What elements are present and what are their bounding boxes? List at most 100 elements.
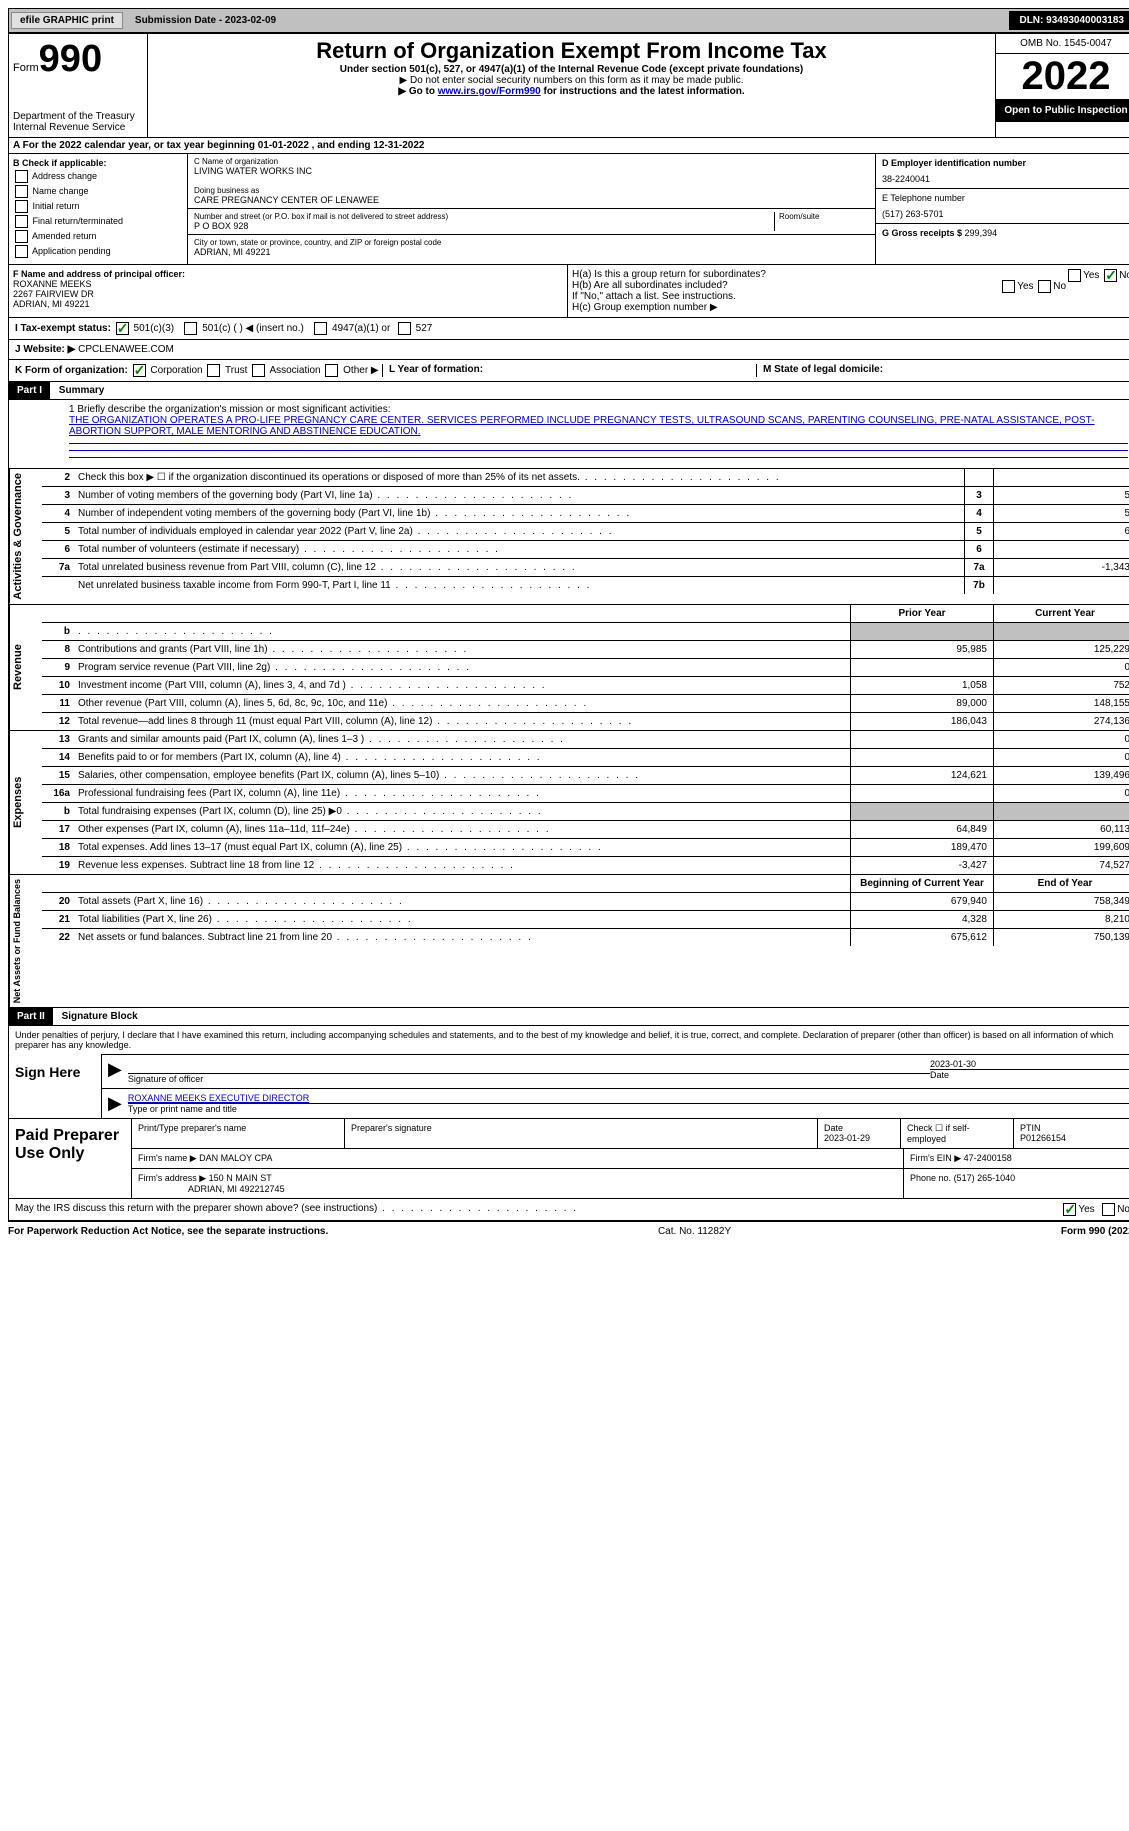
- netassets-tab: Net Assets or Fund Balances: [9, 875, 42, 1007]
- row-num: [42, 577, 74, 594]
- discuss-row: May the IRS discuss this return with the…: [8, 1199, 1129, 1221]
- sig-officer-line: ▶ Signature of officer 2023-01-30 Date: [102, 1054, 1129, 1088]
- row-label: Net unrelated business taxable income fr…: [74, 577, 964, 594]
- gross-label: G Gross receipts $: [882, 228, 965, 238]
- discuss-no-check[interactable]: [1102, 1203, 1115, 1216]
- discuss-text: May the IRS discuss this return with the…: [15, 1203, 578, 1216]
- row-num: 9: [42, 659, 74, 676]
- summary-row: 18 Total expenses. Add lines 13–17 (must…: [42, 838, 1129, 856]
- gross-value: 299,394: [965, 228, 998, 238]
- phone-value: (517) 263-5701: [882, 209, 1129, 219]
- row-current: 750,139: [993, 929, 1129, 946]
- check-assoc[interactable]: [252, 364, 265, 377]
- officer-name: ROXANNE MEEKS: [13, 279, 563, 289]
- check-trust[interactable]: [207, 364, 220, 377]
- activities-rows: 2 Check this box ▶ ☐ if the organization…: [42, 469, 1129, 604]
- arrow-icon: ▶: [108, 1059, 122, 1084]
- submission-date-label: Submission Date -: [135, 15, 225, 26]
- summary-row: 8 Contributions and grants (Part VIII, l…: [42, 640, 1129, 658]
- ptin-label: PTIN: [1020, 1123, 1041, 1133]
- check-4947[interactable]: [314, 322, 327, 335]
- check-corp[interactable]: [133, 364, 146, 377]
- dba-value: CARE PREGNANCY CENTER OF LENAWEE: [194, 195, 869, 205]
- row-num: 6: [42, 541, 74, 558]
- form-note1: ▶ Do not enter social security numbers o…: [152, 75, 991, 86]
- summary-row: 4 Number of independent voting members o…: [42, 504, 1129, 522]
- row-current: 0: [993, 731, 1129, 748]
- address-cell: Number and street (or P.O. box if mail i…: [188, 209, 875, 235]
- summary-row: 21 Total liabilities (Part X, line 26) 4…: [42, 910, 1129, 928]
- sig-officer-label: Signature of officer: [128, 1073, 930, 1084]
- opt-assoc: Association: [269, 365, 320, 376]
- k-label: K Form of organization:: [15, 365, 128, 376]
- sig-name-label: Type or print name and title: [128, 1103, 1129, 1114]
- row-current: 199,609: [993, 839, 1129, 856]
- netassets-section: Net Assets or Fund Balances Beginning of…: [8, 875, 1129, 1008]
- sig-name: ROXANNE MEEKS EXECUTIVE DIRECTOR: [128, 1093, 1129, 1103]
- row-label: Salaries, other compensation, employee b…: [74, 767, 850, 784]
- row-value: 5: [993, 505, 1129, 522]
- row-value: 6: [993, 523, 1129, 540]
- firm-city: ADRIAN, MI 492212745: [188, 1184, 285, 1194]
- row-prior: [850, 659, 993, 676]
- check-527[interactable]: [398, 322, 411, 335]
- paid-phone-label: Phone no.: [910, 1173, 951, 1183]
- ein-value: 38-2240041: [882, 174, 1129, 184]
- summary-row: 16a Professional fundraising fees (Part …: [42, 784, 1129, 802]
- sig-date-label: Date: [930, 1069, 1129, 1080]
- row-prior: [850, 785, 993, 802]
- column-b: B Check if applicable: Address change Na…: [9, 154, 188, 264]
- check-address-change[interactable]: Address change: [13, 170, 183, 183]
- row-current: 60,113: [993, 821, 1129, 838]
- opt-corp: Corporation: [150, 365, 202, 376]
- section-l: L Year of formation:: [382, 364, 756, 377]
- summary-row: 19 Revenue less expenses. Subtract line …: [42, 856, 1129, 874]
- row-prior: 1,058: [850, 677, 993, 694]
- check-other[interactable]: [325, 364, 338, 377]
- row-num: 20: [42, 893, 74, 910]
- row-value: [993, 469, 1129, 486]
- netassets-rows: Beginning of Current Year End of Year20 …: [42, 875, 1129, 1007]
- check-initial-return[interactable]: Initial return: [13, 200, 183, 213]
- check-amended[interactable]: Amended return: [13, 230, 183, 243]
- opt-527: 527: [416, 323, 433, 334]
- efile-print-button[interactable]: efile GRAPHIC print: [11, 12, 123, 29]
- irs-link[interactable]: www.irs.gov/Form990: [438, 86, 541, 97]
- row-num: 3: [42, 487, 74, 504]
- signature-block: Under penalties of perjury, I declare th…: [8, 1026, 1129, 1119]
- revenue-rows: Prior Year Current Yearb 8 Contributions…: [42, 605, 1129, 730]
- row-label: Total unrelated business revenue from Pa…: [74, 559, 964, 576]
- website-value: CPCLENAWEE.COM: [78, 344, 174, 355]
- row-num: 22: [42, 929, 74, 946]
- row-box: 4: [964, 505, 993, 522]
- row-label: Program service revenue (Part VIII, line…: [74, 659, 850, 676]
- info-grid: B Check if applicable: Address change Na…: [8, 154, 1129, 265]
- penalties-text: Under penalties of perjury, I declare th…: [9, 1026, 1129, 1054]
- row-label: Total liabilities (Part X, line 26): [74, 911, 850, 928]
- check-final-return[interactable]: Final return/terminated: [13, 215, 183, 228]
- form-header: Form990 Department of the Treasury Inter…: [8, 33, 1129, 138]
- row-value: 5: [993, 487, 1129, 504]
- section-h: H(a) Is this a group return for subordin…: [568, 265, 1129, 317]
- check-label: Application pending: [32, 246, 111, 256]
- submission-date: Submission Date - 2023-02-09: [127, 13, 284, 28]
- prep-sig-label: Preparer's signature: [345, 1119, 818, 1148]
- check-label: Final return/terminated: [33, 216, 124, 226]
- row-box: 7b: [964, 577, 993, 594]
- check-app-pending[interactable]: Application pending: [13, 245, 183, 258]
- row-num: 21: [42, 911, 74, 928]
- discuss-yes-check[interactable]: [1063, 1203, 1076, 1216]
- org-name-cell: C Name of organization LIVING WATER WORK…: [188, 154, 875, 209]
- check-name-change[interactable]: Name change: [13, 185, 183, 198]
- row-label: Number of voting members of the governin…: [74, 487, 964, 504]
- row-num: 8: [42, 641, 74, 658]
- check-501c[interactable]: [184, 322, 197, 335]
- check-501c3[interactable]: [116, 322, 129, 335]
- row-box: 3: [964, 487, 993, 504]
- summary-row: 6 Total number of volunteers (estimate i…: [42, 540, 1129, 558]
- header-left: Form990 Department of the Treasury Inter…: [9, 34, 148, 137]
- row-label: Grants and similar amounts paid (Part IX…: [74, 731, 850, 748]
- note2-pre: ▶ Go to: [398, 86, 437, 97]
- part1-label: Part I: [9, 382, 50, 399]
- ptin-value: P01266154: [1020, 1133, 1066, 1143]
